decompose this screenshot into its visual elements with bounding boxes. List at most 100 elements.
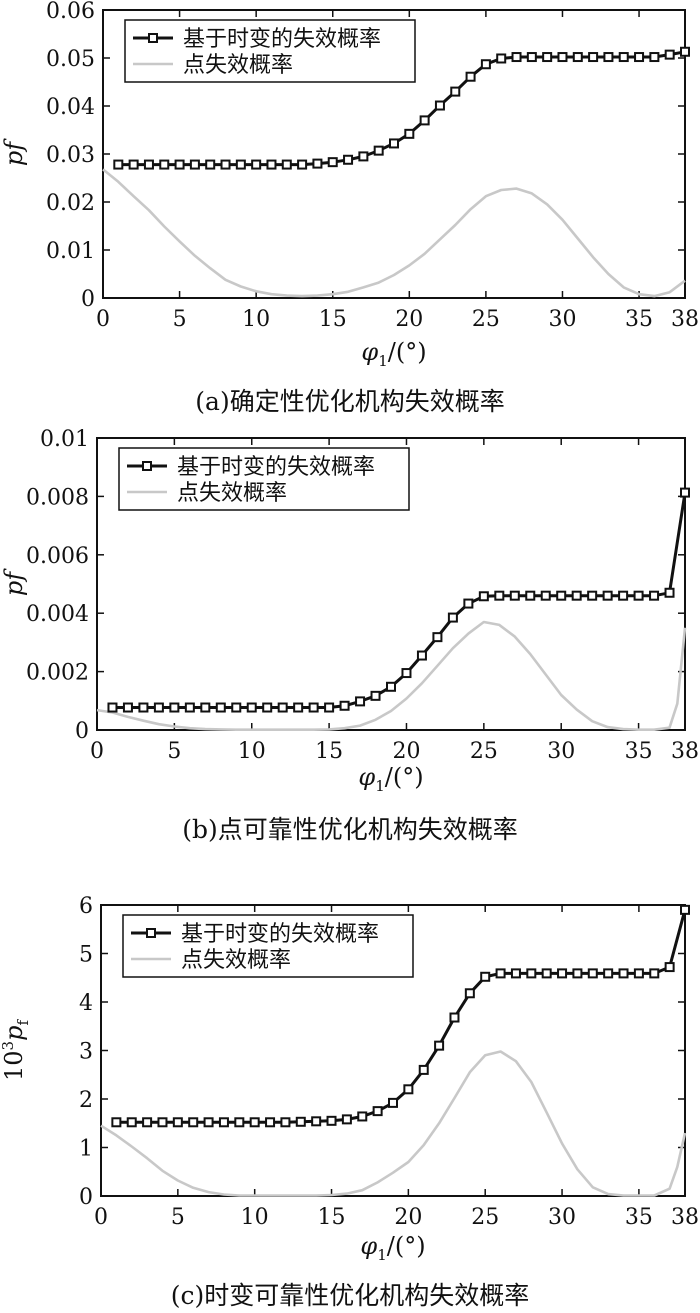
x-tick-label: 25	[470, 739, 498, 764]
series-marker	[159, 159, 170, 170]
series-marker	[324, 702, 335, 713]
series-marker	[357, 1111, 368, 1122]
series-marker	[540, 590, 551, 601]
series-marker	[308, 702, 319, 713]
series-marker	[511, 52, 522, 63]
x-tick-label: 25	[472, 307, 500, 332]
series-marker	[447, 612, 458, 623]
series-marker	[526, 968, 537, 979]
series-marker	[572, 968, 583, 979]
series-marker	[370, 690, 381, 701]
y-axis-label: pf	[0, 138, 28, 166]
legend-entry: 点失效概率	[181, 948, 291, 973]
series-marker	[634, 52, 645, 63]
legend-marker	[146, 928, 156, 938]
y-tick-label: 0.006	[26, 544, 89, 569]
series-marker	[128, 159, 139, 170]
series-marker	[403, 1084, 414, 1095]
series-marker	[251, 159, 262, 170]
series-marker	[680, 904, 690, 915]
y-tick-label: 0	[81, 287, 95, 312]
y-tick-label: 1	[79, 1137, 93, 1162]
x-axis-label: φ1/(°)	[358, 763, 423, 795]
chart-panel-3: 0 5 10 15 20 25 30 35 38 0 1 2 3 4 5 6 φ1/(°) 103pf 基于时变的失…	[0, 894, 699, 1310]
series-marker	[153, 702, 164, 713]
x-tick-label: 5	[171, 1205, 185, 1230]
series-marker	[203, 1117, 214, 1128]
series-marker	[404, 128, 415, 139]
series-marker	[480, 59, 491, 70]
series-marker	[339, 700, 350, 711]
y-tick-label: 0	[75, 719, 89, 744]
series-line-point	[96, 620, 687, 732]
x-tick-label: 38	[671, 1205, 699, 1230]
series-marker	[311, 1116, 322, 1127]
series-marker	[341, 1114, 352, 1125]
chart-caption: (a)确定性优化机构失效概率	[195, 387, 504, 416]
series-marker	[184, 702, 195, 713]
series-marker	[281, 159, 292, 170]
series-marker	[231, 702, 242, 713]
series-marker	[618, 52, 629, 63]
legend-entry: 基于时变的失效概率	[177, 455, 375, 480]
series-marker	[189, 159, 200, 170]
series-marker	[142, 1117, 153, 1128]
series-marker	[449, 1012, 460, 1023]
series-marker	[480, 971, 491, 982]
x-tick-label: 10	[242, 307, 270, 332]
y-tick-label: 3	[79, 1040, 93, 1065]
series-marker	[434, 1040, 445, 1051]
series-marker	[557, 968, 568, 979]
y-tick-label: 0.004	[26, 602, 89, 627]
series-marker	[249, 1117, 260, 1128]
series-marker	[649, 968, 660, 979]
series-marker	[680, 46, 690, 57]
series-marker	[649, 52, 660, 63]
y-tick-label: 0.002	[26, 661, 89, 686]
series-marker	[494, 590, 505, 601]
series-marker	[386, 681, 396, 692]
series-marker	[419, 115, 430, 126]
y-tick-label: 0.06	[46, 0, 95, 24]
x-tick-label: 35	[625, 1205, 653, 1230]
series-marker	[556, 590, 567, 601]
series-marker	[327, 157, 338, 168]
series-marker	[143, 159, 154, 170]
series-marker	[326, 1115, 337, 1126]
plot-frame	[96, 437, 686, 731]
series-marker	[525, 590, 536, 601]
series-line-time-variant	[112, 492, 687, 709]
series-marker	[680, 487, 690, 498]
series-marker	[312, 158, 323, 169]
series-marker	[107, 702, 118, 713]
legend-marker	[148, 33, 158, 43]
series-line-point	[102, 168, 686, 298]
series-marker	[200, 702, 211, 713]
series-marker	[572, 52, 583, 63]
series-marker	[234, 1117, 245, 1128]
y-tick-label: 0.01	[40, 427, 89, 452]
series-marker	[401, 668, 412, 679]
series-marker	[220, 159, 231, 170]
x-tick-label: 15	[315, 739, 343, 764]
series-marker	[432, 632, 443, 643]
x-axis-label: φ1/(°)	[360, 1232, 425, 1264]
x-tick-label: 5	[167, 739, 181, 764]
y-tick-label: 4	[79, 991, 93, 1016]
x-tick-label: 15	[319, 307, 347, 332]
x-tick-label: 5	[173, 307, 187, 332]
series-marker	[465, 71, 476, 82]
series-marker	[280, 1117, 291, 1128]
series-marker	[587, 590, 598, 601]
series-marker	[664, 587, 675, 598]
series-marker	[172, 1117, 183, 1128]
x-tick-label: 0	[90, 739, 104, 764]
x-tick-label: 25	[471, 1205, 499, 1230]
x-tick-label: 35	[625, 307, 653, 332]
series-marker	[463, 598, 474, 609]
series-marker	[157, 1117, 168, 1128]
legend-entry: 点失效概率	[177, 481, 287, 506]
chart-panel-2: 0 5 10 15 20 25 30 35 38 0 0.002 0.004 0.006 0.008 0.0…	[0, 427, 699, 844]
series-marker	[188, 1117, 199, 1128]
series-marker	[603, 52, 614, 63]
